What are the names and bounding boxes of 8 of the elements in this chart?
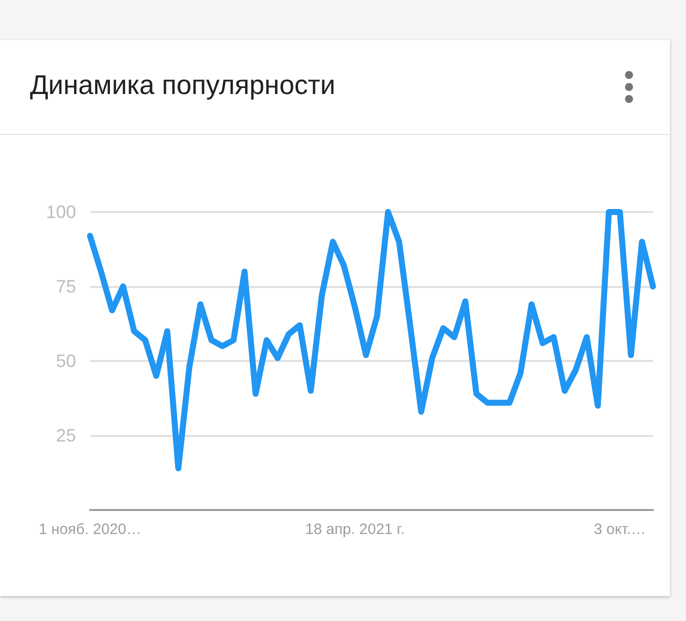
x-tick-label: 1 нояб. 2020… bbox=[38, 521, 142, 538]
chart-title: Динамика популярности bbox=[30, 70, 336, 101]
x-tick-label: 18 апр. 2021 г. bbox=[305, 521, 405, 538]
y-tick-label: 50 bbox=[56, 351, 76, 371]
y-tick-label: 100 bbox=[46, 202, 76, 222]
y-tick-label: 75 bbox=[56, 276, 76, 296]
y-tick-label: 25 bbox=[56, 426, 76, 446]
x-tick-label: 3 окт.… bbox=[594, 521, 646, 538]
